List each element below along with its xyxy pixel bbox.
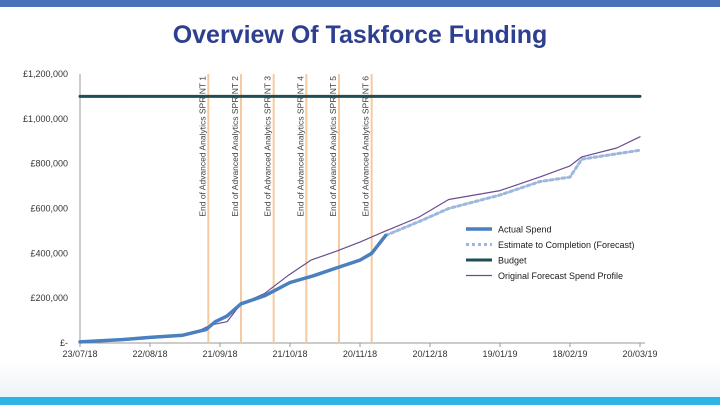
top-accent-bar [0,0,720,7]
x-tick-label: 19/01/19 [482,349,517,359]
y-tick-label: £400,000 [30,248,68,258]
y-tick-label: £1,200,000 [23,69,68,79]
x-tick-label: 20/11/18 [343,349,377,359]
sprint-label: End of Advanced Analytics SPRINT 6 [361,76,371,217]
y-tick-label: £200,000 [30,293,68,303]
x-tick-label: 21/10/18 [272,349,307,359]
x-tick-label: 22/08/18 [132,349,167,359]
page-title: Overview Of Taskforce Funding [172,21,548,49]
y-tick-label: £600,000 [30,204,68,214]
x-tick-label: 23/07/18 [62,349,97,359]
legend-label: Original Forecast Spend Profile [498,271,623,281]
sprint-label: End of Advanced Analytics SPRINT 1 [197,76,207,217]
sprint-label: End of Advanced Analytics SPRINT 4 [295,76,305,217]
y-tick-label: £800,000 [30,159,68,169]
y-tick-label: £1,000,000 [23,114,68,124]
legend-label: Budget [498,256,527,266]
x-tick-label: 21/09/18 [202,349,237,359]
bottom-shade [0,360,720,397]
series-line-actual-spend [78,233,388,344]
y-tick-label: £- [60,338,68,348]
funding-chart: £1,200,000 £1,000,000 £800,000 £600,000 £400… [23,69,658,359]
sprint-label: End of Advanced Analytics SPRINT 5 [328,76,338,217]
x-tick-label: 18/02/19 [552,349,587,359]
series-line-estimate-to-completion-forecast [384,148,642,237]
legend-label: Actual Spend [498,225,552,235]
x-tick-label: 20/12/18 [412,349,447,359]
sprint-label: End of Advanced Analytics SPRINT 2 [230,76,240,217]
legend-label: Estimate to Completion (Forecast) [498,240,635,250]
bottom-accent-bar [0,397,720,405]
x-tick-label: 20/03/19 [622,349,657,359]
sprint-label: End of Advanced Analytics SPRINT 3 [263,76,273,217]
